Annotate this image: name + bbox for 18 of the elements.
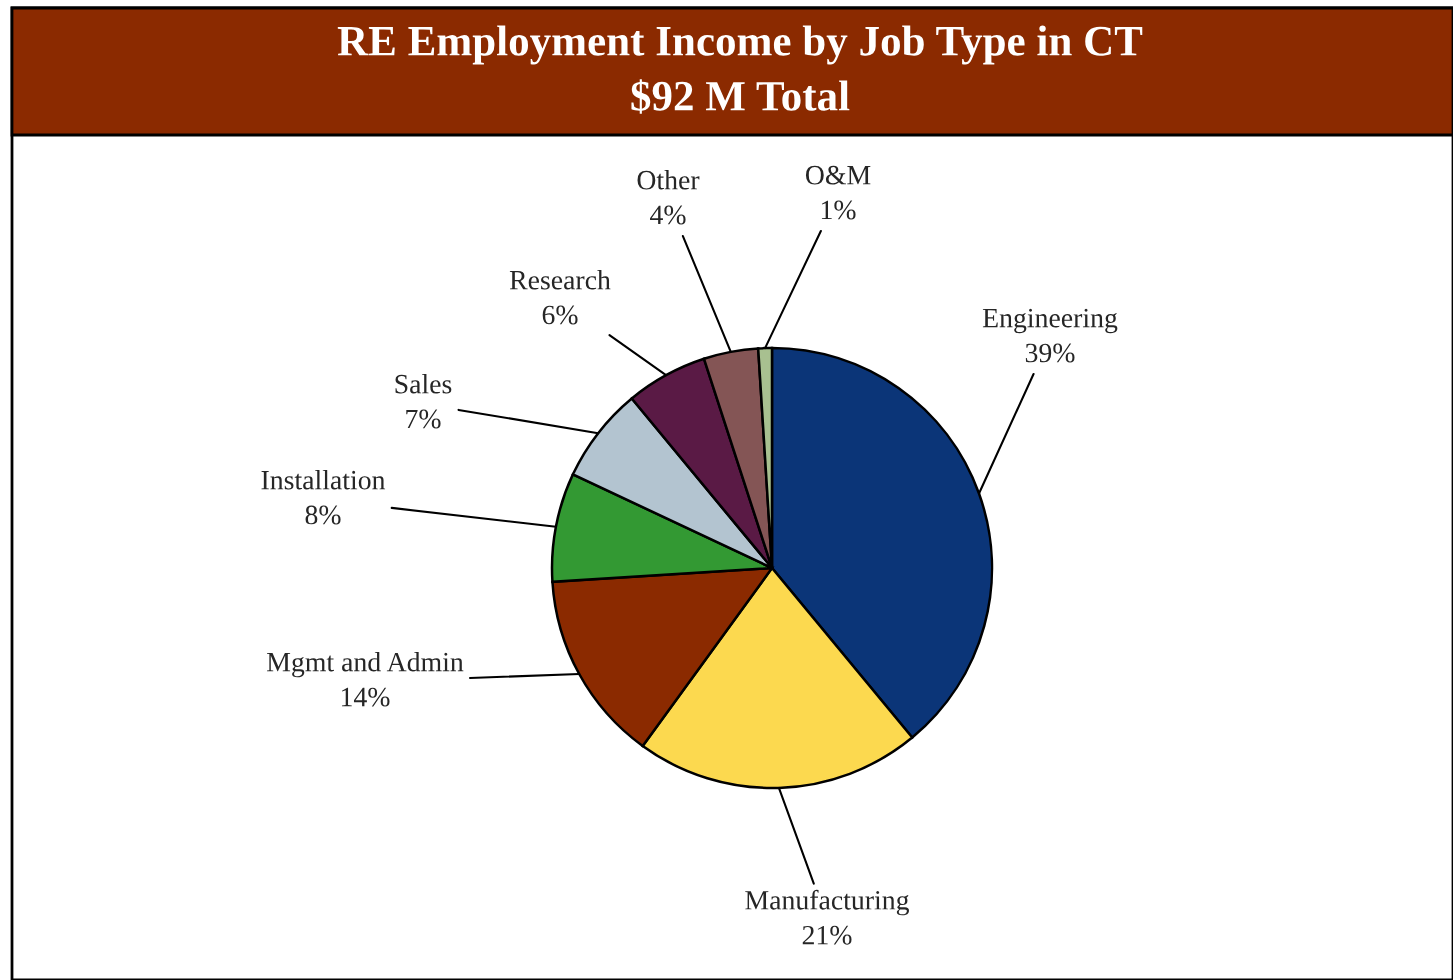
slice-label: Mgmt and Admin — [267, 651, 464, 678]
chart-subtitle: $92 M Total — [631, 79, 850, 114]
slice-label: Other — [637, 169, 700, 190]
slice-label: Manufacturing — [745, 889, 909, 916]
slice-label: Research — [509, 269, 611, 290]
slice-label: O&M — [805, 165, 871, 185]
slice-label: Sales — [395, 373, 452, 394]
data-label: 7% — [406, 409, 441, 429]
data-label: 6% — [542, 305, 578, 325]
chart-title: RE Employment Income by Job Type in CT — [337, 25, 1143, 65]
data-label: 1% — [821, 200, 856, 220]
data-label: 21% — [802, 925, 852, 945]
slice-label: Installation — [261, 469, 386, 490]
data-label: 4% — [650, 205, 686, 225]
data-label: 39% — [1025, 343, 1075, 363]
data-label: 8% — [305, 505, 341, 525]
data-label: 14% — [341, 687, 390, 707]
slice-label: Engineering — [982, 308, 1118, 334]
